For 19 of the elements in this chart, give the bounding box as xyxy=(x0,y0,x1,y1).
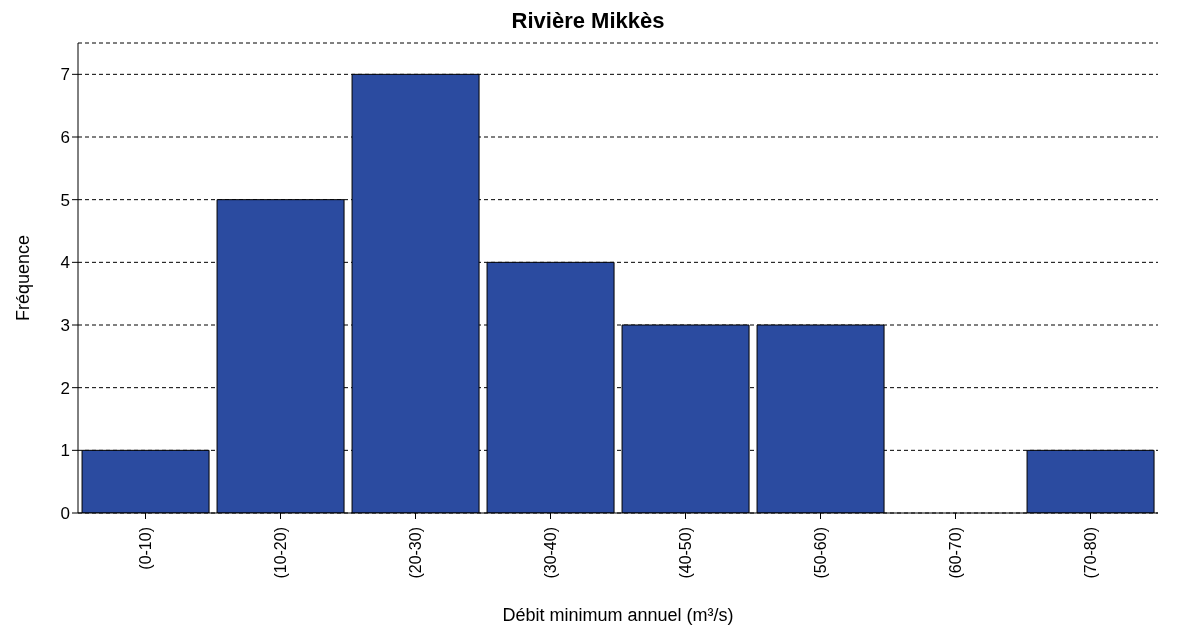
x-tick-label: (30-40) xyxy=(542,527,559,579)
x-tick-label: (10-20) xyxy=(272,527,289,579)
y-tick-label: 7 xyxy=(60,65,70,85)
x-tick-label: (40-50) xyxy=(677,527,694,579)
x-tick-label: (0-10) xyxy=(137,527,154,570)
x-axis-title: Débit minimum annuel (m³/s) xyxy=(502,605,734,625)
y-tick-label: 0 xyxy=(60,504,70,524)
x-tick-label: (60-70) xyxy=(947,527,964,579)
x-tick-label: (50-60) xyxy=(812,527,829,579)
y-tick-label: 5 xyxy=(60,190,70,210)
chart-title: Rivière Mikkès xyxy=(510,8,666,35)
y-tick-label: 3 xyxy=(60,316,70,336)
y-tick-label: 1 xyxy=(60,441,70,461)
x-tick-label: (20-30) xyxy=(407,527,424,579)
y-tick-label: 4 xyxy=(60,253,70,273)
y-tick-label: 6 xyxy=(60,128,70,148)
y-axis-title: Fréquence xyxy=(13,234,34,322)
y-tick-label: 2 xyxy=(60,378,70,398)
x-tick-label: (70-80) xyxy=(1082,527,1099,579)
